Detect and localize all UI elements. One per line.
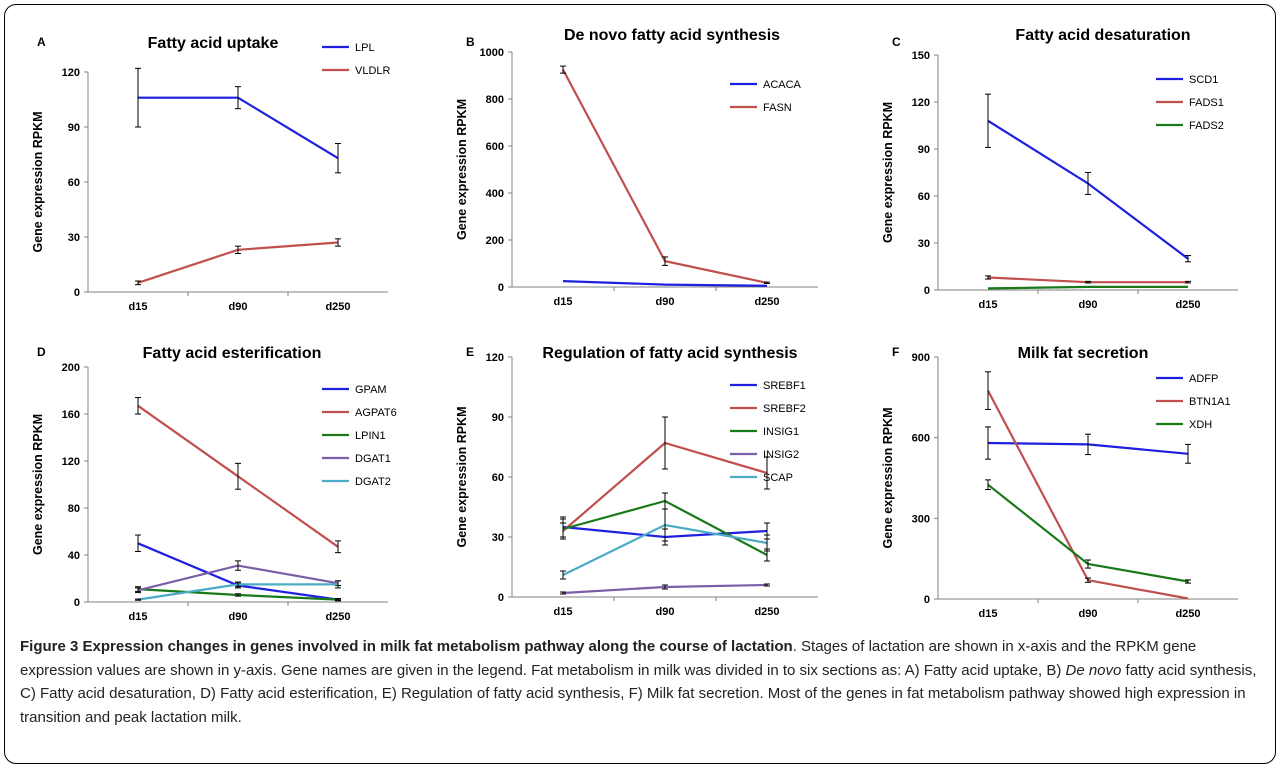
panel-c-xtick-label: d90 [1079,299,1098,311]
caption-text-part1: . Stages of lactation are shown in x-axi… [20,638,1197,679]
panel-e-series-scap-legend-label: SCAP [763,472,793,484]
panel-d-ytick-label: 80 [68,503,80,515]
panel-b-title: De novo fatty acid synthesis [564,27,780,44]
panel-d-ytick-label: 160 [62,409,80,421]
panel-e-series-srebf2-legend-label: SREBF2 [763,403,806,415]
panel-e-ytick-label: 30 [492,532,504,544]
panel-b-series-fasn-line [562,69,768,284]
panel-b-ytick-label: 400 [486,188,504,200]
panel-b-ytick-label: 600 [486,141,504,153]
panel-c-ytick-label: 150 [912,50,930,62]
figure-caption: Figure 3 Expression changes in genes inv… [20,635,1260,729]
panel-b-xtick-label: d90 [656,296,675,308]
panel-e-xtick-label: d15 [554,606,573,618]
panel-c-ytick-label: 60 [918,191,930,203]
panel-b-ytick-label: 1000 [480,47,504,59]
panel-c-ytick-label: 30 [918,238,930,250]
caption-text-part2: fatty acid synthesis, C) Fatty acid desa… [20,661,1257,726]
panel-d-series-gpam-legend-label: GPAM [355,384,387,396]
panel-f-series-adfp-legend-label: ADFP [1189,373,1218,385]
panel-a-series-lpl-legend-label: LPL [355,42,375,54]
panel-d-series-agpat6-legend-label: AGPAT6 [355,407,397,419]
panel-d-series-lpin1-legend-label: LPIN1 [355,430,386,442]
panel-d-ytick-label: 0 [74,597,80,609]
panel-e-xtick-label: d90 [656,606,675,618]
panel-e-ytick-label: 120 [486,352,504,364]
panel-f-ytick-label: 0 [924,594,930,606]
panel-c-ytick-label: 90 [918,144,930,156]
panel-e-series-srebf1-legend-label: SREBF1 [763,380,806,392]
panel-f-ytick-label: 600 [912,433,930,445]
panel-e-xtick-label: d250 [754,606,779,618]
panel-d-ylabel: Gene expression RPKM [31,414,45,555]
panel-f-xtick-label: d15 [979,608,998,620]
panel-f-xtick-label: d90 [1079,608,1098,620]
panel-e-ytick-label: 0 [498,592,504,604]
panel-c-xtick-label: d250 [1175,299,1200,311]
caption-italic: De novo [1065,661,1122,679]
panel-d-xtick-label: d15 [129,611,148,623]
panel-b-ytick-label: 200 [486,235,504,247]
panel-a-series-vldlr-legend-label: VLDLR [355,65,391,77]
panel-a-xtick-label: d90 [229,301,248,313]
panel-c-series-fads1-legend-label: FADS1 [1189,97,1224,109]
panel-d-xtick-label: d90 [229,611,248,623]
panel-c-series-fads2-line [987,285,1188,290]
panel-d-series-dgat2-legend-label: DGAT2 [355,476,391,488]
panel-a-label: A [37,35,46,49]
panel-d-title: Fatty acid esterification [143,345,322,362]
panel-d-ytick-label: 120 [62,456,80,468]
figure-frame [4,4,1276,764]
panel-a-ytick-label: 30 [68,232,80,244]
panel-d-series-dgat1-legend-label: DGAT1 [355,453,391,465]
panel-f-title: Milk fat secretion [1018,345,1149,362]
panel-f-ylabel: Gene expression RPKM [881,407,895,548]
panel-e-series-insig1-legend-label: INSIG1 [763,426,799,438]
panel-e-ylabel: Gene expression RPKM [455,406,469,547]
panel-d-ytick-label: 200 [62,362,80,374]
panel-c-series-fads2-legend-label: FADS2 [1189,120,1224,132]
panel-b-label: B [466,35,475,49]
panel-b-xtick-label: d250 [754,296,779,308]
panel-f-label: F [892,345,899,359]
panel-a-ylabel: Gene expression RPKM [31,111,45,252]
panel-e-title: Regulation of fatty acid synthesis [542,345,797,362]
panel-f-series-xdh-legend-label: XDH [1189,419,1212,431]
panel-d-xtick-label: d250 [325,611,350,623]
panel-b-ytick-label: 800 [486,94,504,106]
chart-panels: A Fatty acid uptake Gene expression RPKM 0 3… [31,27,1238,623]
panel-a-ytick-label: 90 [68,122,80,134]
caption-bold-title: Expression changes in genes involved in … [82,638,793,655]
panel-d-label: D [37,345,46,359]
panel-f-xtick-label: d250 [1175,608,1200,620]
panel-c-xtick-label: d15 [979,299,998,311]
panel-b-xtick-label: d15 [554,296,573,308]
panel-e-ytick-label: 90 [492,412,504,424]
panel-e-series-insig2-legend-label: INSIG2 [763,449,799,461]
panel-a-xtick-label: d250 [325,301,350,313]
panel-f-series-btn1a1-legend-label: BTN1A1 [1189,396,1231,408]
panel-b-ylabel: Gene expression RPKM [455,99,469,240]
panel-e-label: E [466,345,474,359]
panel-f-ytick-label: 900 [912,352,930,364]
panel-c-title: Fatty acid desaturation [1015,27,1190,44]
panel-b-series-acaca-legend-label: ACACA [763,79,802,91]
panel-c-ytick-label: 120 [912,97,930,109]
panel-c-ytick-label: 0 [924,285,930,297]
panel-a-xtick-label: d15 [129,301,148,313]
panel-b-series-fasn-legend-label: FASN [763,102,792,114]
panel-c-label: C [892,35,901,49]
caption-figure-label: Figure 3 [20,638,79,655]
panel-d-ytick-label: 40 [68,550,80,562]
panel-a-ytick-label: 120 [62,67,80,79]
panel-a-ytick-label: 60 [68,177,80,189]
panel-c-ylabel: Gene expression RPKM [881,102,895,243]
panel-b-series-acaca-line [562,280,768,287]
panel-a-title: Fatty acid uptake [148,35,279,52]
panel-a-ytick-label: 0 [74,287,80,299]
panel-e-ytick-label: 60 [492,472,504,484]
panel-b-ytick-label: 0 [498,282,504,294]
panel-c-series-scd1-legend-label: SCD1 [1189,74,1218,86]
panel-f-ytick-label: 300 [912,513,930,525]
